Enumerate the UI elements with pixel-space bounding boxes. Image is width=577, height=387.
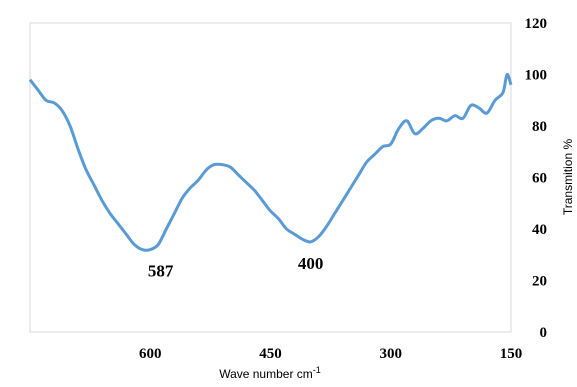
y-tick-label: 100 xyxy=(525,68,548,84)
x-axis-title: Wave number cm-1 xyxy=(219,365,321,381)
plot-area xyxy=(29,22,512,333)
x-axis-title-text: Wave number cm xyxy=(219,367,313,381)
y-tick-label: 20 xyxy=(532,274,547,290)
y-axis-title: Transmition % xyxy=(561,139,575,216)
y-tick-label: 60 xyxy=(532,171,547,187)
peak-label: 400 xyxy=(298,254,324,273)
y-tick-label: 120 xyxy=(525,16,548,32)
y-tick-label: 0 xyxy=(540,325,548,341)
x-axis-title-sup: -1 xyxy=(313,365,321,375)
x-tick-label: 600 xyxy=(139,346,162,362)
x-tick-label: 450 xyxy=(259,346,282,362)
series-line xyxy=(28,72,513,252)
y-tick-label: 80 xyxy=(532,119,547,135)
series-layer xyxy=(28,72,513,252)
x-tick-label: 300 xyxy=(380,346,403,362)
x-tick-labels: 600 450 300 150 xyxy=(139,346,522,362)
peak-label: 587 xyxy=(148,262,174,281)
y-tick-label: 40 xyxy=(532,222,547,238)
annotations: 587 400 xyxy=(148,254,323,281)
y-tick-labels: 0 20 40 60 80 100 120 xyxy=(525,16,548,341)
x-tick-label: 150 xyxy=(500,346,523,362)
